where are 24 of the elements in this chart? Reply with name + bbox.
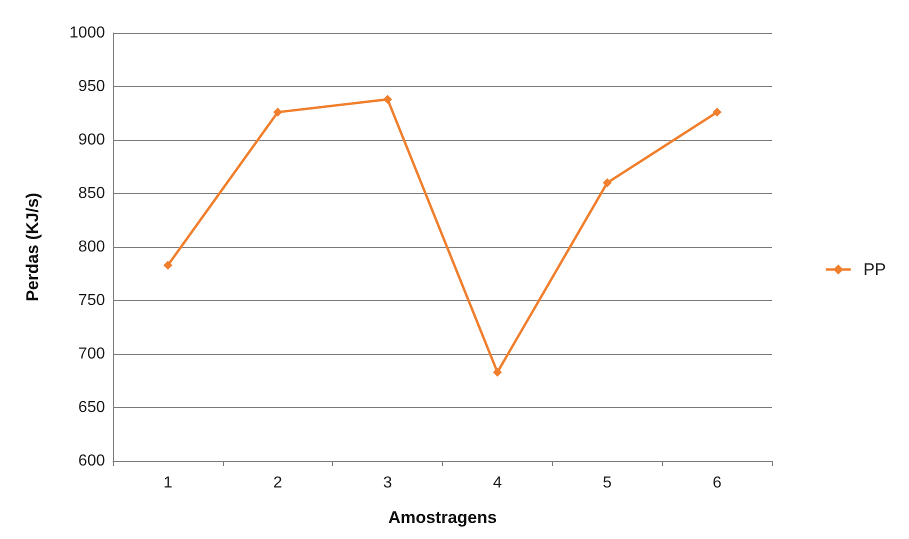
y-axis-title: Perdas (KJ/s) (23, 192, 42, 302)
y-tick-label: 950 (78, 78, 106, 95)
x-tick-label: 2 (273, 474, 282, 492)
point (163, 260, 172, 270)
y-tick-label: 800 (78, 238, 106, 256)
y-tick-label: 600 (78, 452, 106, 470)
point (383, 94, 392, 104)
x-tick-label: 6 (712, 474, 722, 492)
point (712, 108, 722, 117)
y-tick-label: 750 (78, 292, 106, 309)
point (602, 178, 612, 188)
legend-label: PP (863, 260, 886, 279)
x-tick-label: 1 (163, 474, 172, 492)
x-tick-label: 3 (383, 474, 392, 492)
y-tick-label: 850 (78, 185, 106, 202)
y-tick-label: 650 (78, 399, 106, 416)
y-tick-label: 900 (78, 132, 106, 148)
point (492, 368, 502, 377)
x-axis-title: Amostragens (388, 508, 497, 527)
x-tick-label: 4 (492, 474, 502, 492)
y-tick-label: 1000 (69, 24, 106, 42)
point (273, 108, 282, 117)
y-tick-label: 700 (78, 346, 106, 362)
x-tick-label: 5 (602, 474, 612, 492)
